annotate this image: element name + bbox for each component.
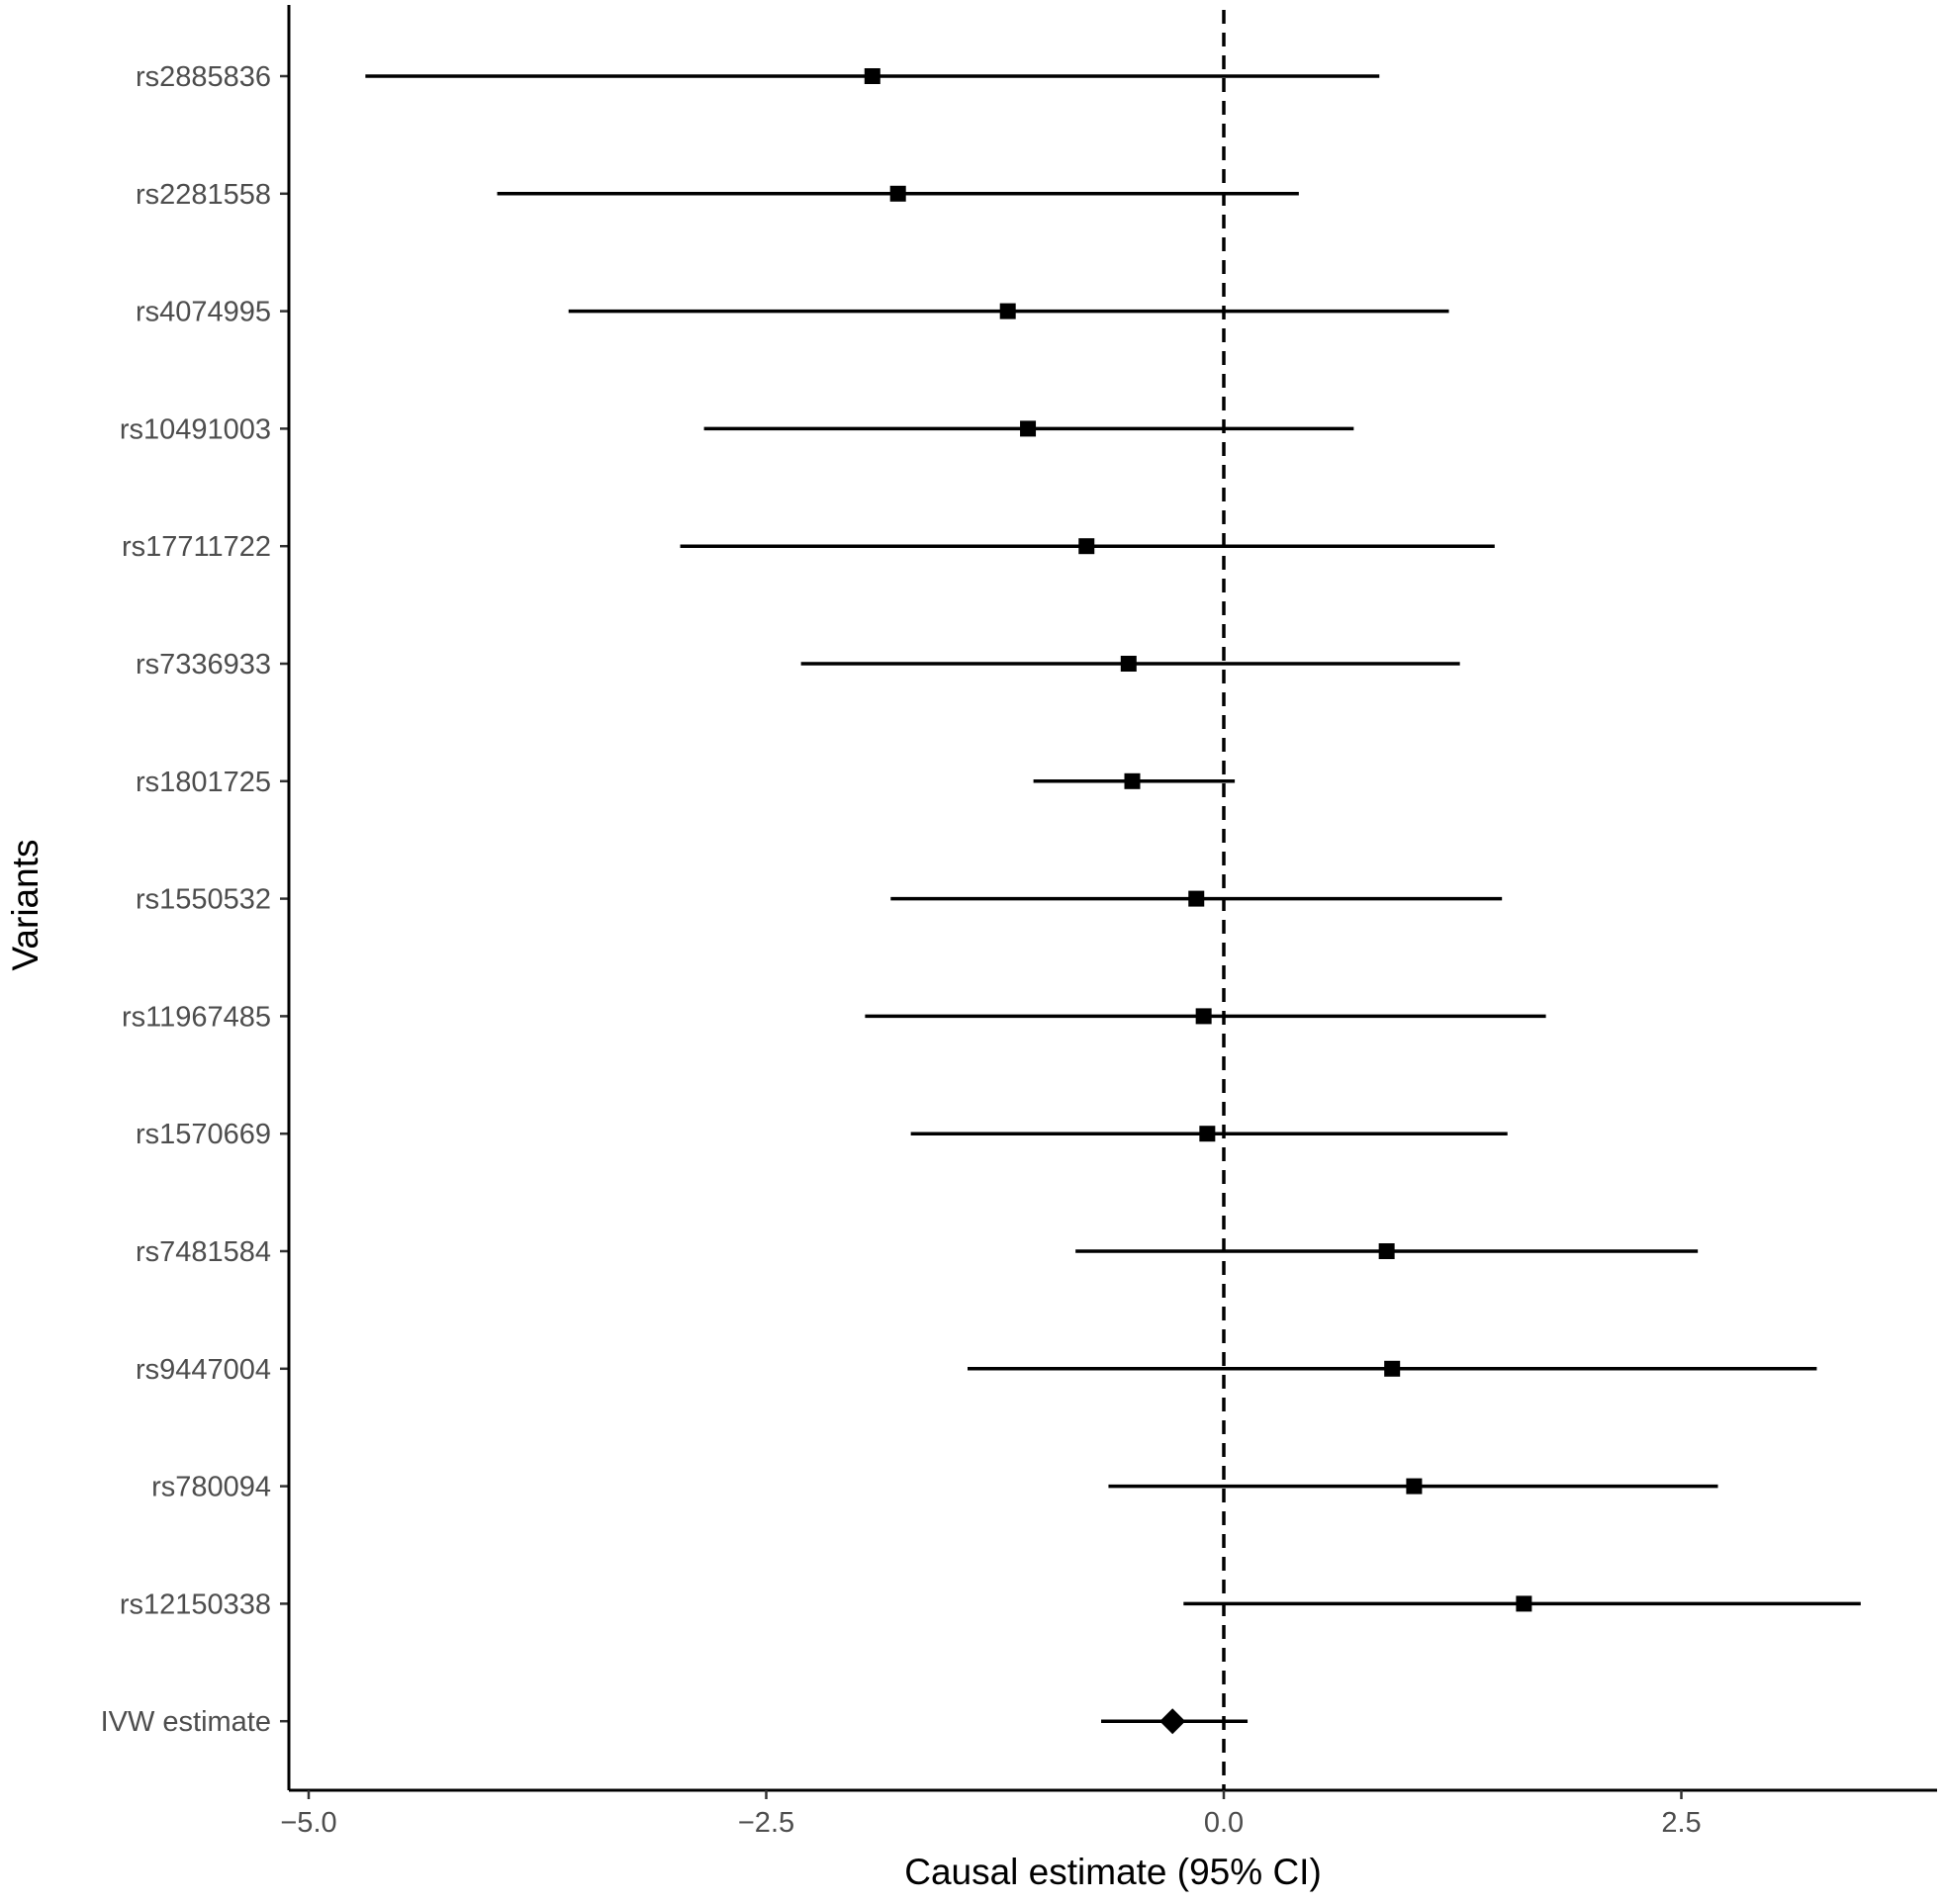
y-tick-label: rs9447004 xyxy=(136,1354,271,1386)
y-axis-title: Variants xyxy=(5,840,46,971)
y-tick-label: IVW estimate xyxy=(101,1706,271,1738)
point-estimate xyxy=(1078,538,1095,555)
point-estimate xyxy=(1020,420,1037,437)
point-estimate xyxy=(1516,1595,1532,1612)
x-tick-label: 2.5 xyxy=(1661,1807,1701,1839)
point-estimate xyxy=(999,303,1016,319)
point-estimate xyxy=(1195,1008,1212,1025)
point-estimate xyxy=(889,185,906,202)
axes xyxy=(280,5,1937,1799)
y-tick-label: rs1570669 xyxy=(136,1119,271,1150)
point-estimate xyxy=(864,68,880,84)
point-estimate xyxy=(1120,656,1137,672)
point-estimate xyxy=(1199,1126,1216,1142)
x-tick-label: 0.0 xyxy=(1204,1807,1244,1839)
y-tick-label: rs12150338 xyxy=(120,1588,271,1620)
y-tick-label: rs2281558 xyxy=(136,179,271,211)
x-tick-label: −2.5 xyxy=(738,1807,794,1839)
point-estimate xyxy=(1124,772,1141,789)
y-tick-label: rs2885836 xyxy=(136,61,271,93)
y-tick-label: rs780094 xyxy=(151,1472,271,1503)
labels: rs2885836 rs2281558 rs4074995 rs10491003 rs1… xyxy=(101,61,1702,1839)
y-tick-label: rs4074995 xyxy=(136,297,271,328)
point-estimate xyxy=(1384,1360,1401,1377)
point-estimate-diamond xyxy=(1159,1708,1186,1735)
y-tick-label: rs1801725 xyxy=(136,767,271,798)
y-tick-label: rs11967485 xyxy=(122,1001,271,1033)
y-tick-label: rs10491003 xyxy=(120,413,271,445)
y-tick-label: rs7481584 xyxy=(136,1236,271,1268)
y-tick-label: rs1550532 xyxy=(136,884,271,916)
point-estimate xyxy=(1378,1243,1395,1259)
y-tick-label: rs17711722 xyxy=(122,531,271,563)
plot-marks xyxy=(365,10,1861,1790)
y-tick-label: rs7336933 xyxy=(136,649,271,680)
x-axis-title: Causal estimate (95% CI) xyxy=(904,1852,1322,1892)
point-estimate xyxy=(1406,1478,1423,1495)
point-estimate xyxy=(1188,890,1205,907)
x-tick-label: −5.0 xyxy=(280,1807,336,1839)
